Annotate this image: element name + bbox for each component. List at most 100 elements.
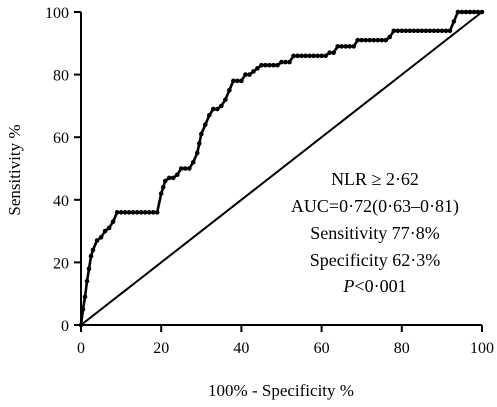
roc-point xyxy=(467,9,473,15)
roc-point xyxy=(363,37,369,43)
roc-point xyxy=(267,62,272,68)
roc-point xyxy=(174,172,180,178)
roc-point xyxy=(134,210,140,215)
roc-point xyxy=(371,37,377,43)
annotation-nlr: NLR ≥ 2·62 xyxy=(331,169,419,189)
roc-point xyxy=(475,9,481,15)
roc-point xyxy=(291,53,296,59)
x-tick-label: 20 xyxy=(153,340,169,357)
roc-point xyxy=(303,53,308,59)
annotation-p-value: P<0·001 xyxy=(342,276,406,296)
y-tick-label: 60 xyxy=(53,130,69,147)
roc-point xyxy=(150,210,156,215)
roc-point xyxy=(231,78,236,84)
roc-point xyxy=(263,62,268,68)
roc-point xyxy=(199,131,204,137)
roc-point xyxy=(130,210,136,215)
roc-point xyxy=(271,62,276,68)
roc-point xyxy=(407,28,413,34)
roc-point xyxy=(367,37,373,43)
roc-point xyxy=(403,28,409,34)
x-axis-title: 100% - Specificity % xyxy=(208,381,354,400)
p-value-rest: <0·001 xyxy=(354,276,406,296)
roc-point xyxy=(215,106,220,112)
annotation-auc: AUC=0·72(0·63–0·81) xyxy=(291,196,459,217)
roc-point xyxy=(447,28,453,34)
roc-point xyxy=(287,59,292,65)
x-tick-label: 60 xyxy=(314,340,330,357)
roc-point xyxy=(251,69,256,74)
roc-point xyxy=(211,106,216,112)
roc-point xyxy=(311,53,316,59)
roc-point xyxy=(351,44,356,49)
roc-point xyxy=(359,37,365,43)
reference-line xyxy=(80,11,483,326)
roc-point xyxy=(182,166,188,171)
roc-point xyxy=(339,44,344,49)
roc-point xyxy=(275,62,280,68)
roc-point xyxy=(235,78,240,84)
roc-point xyxy=(295,53,300,59)
roc-point xyxy=(196,141,202,146)
roc-point xyxy=(154,210,160,215)
roc-point xyxy=(227,87,232,93)
y-axis-ticks: 0 20 40 60 80 100 xyxy=(45,5,81,335)
roc-point xyxy=(82,294,88,300)
roc-point xyxy=(243,72,248,77)
roc-point xyxy=(190,159,196,165)
roc-point xyxy=(207,112,212,118)
roc-point xyxy=(463,9,469,15)
roc-point xyxy=(94,238,100,243)
roc-point xyxy=(110,219,116,225)
roc-point xyxy=(355,37,360,43)
roc-point xyxy=(419,28,425,34)
y-tick-label: 20 xyxy=(53,255,69,272)
roc-point xyxy=(423,28,429,34)
annotation-specificity: Specificity 62·3% xyxy=(310,250,440,270)
roc-point xyxy=(138,210,144,215)
y-tick-label: 40 xyxy=(53,193,69,210)
roc-point xyxy=(415,28,421,34)
roc-point xyxy=(223,97,228,102)
roc-point xyxy=(160,184,166,190)
roc-point xyxy=(327,50,332,55)
annotation-sensitivity: Sensitivity 77·8% xyxy=(310,223,440,243)
roc-point xyxy=(126,210,132,215)
roc-point xyxy=(88,253,94,259)
roc-point xyxy=(375,37,381,43)
roc-point xyxy=(383,37,389,43)
roc-point xyxy=(435,28,441,34)
roc-point xyxy=(166,175,172,181)
roc-point xyxy=(455,9,461,15)
y-tick-label: 100 xyxy=(45,5,69,22)
roc-point xyxy=(194,150,200,156)
roc-point xyxy=(114,210,120,215)
roc-point xyxy=(347,44,352,49)
roc-point xyxy=(343,44,348,49)
roc-point xyxy=(411,28,417,34)
roc-point xyxy=(315,53,320,59)
roc-point xyxy=(335,44,340,49)
roc-point xyxy=(186,166,192,171)
roc-point xyxy=(219,103,224,109)
y-tick-label: 80 xyxy=(53,68,69,85)
roc-point xyxy=(86,266,92,271)
roc-point xyxy=(431,28,437,34)
roc-point xyxy=(84,278,90,284)
roc-point xyxy=(427,28,433,34)
roc-point xyxy=(170,175,176,181)
roc-point xyxy=(471,9,477,15)
roc-point xyxy=(162,178,168,184)
roc-point xyxy=(439,28,445,34)
roc-point xyxy=(443,28,449,34)
x-tick-label: 100 xyxy=(470,340,494,357)
plot-marks xyxy=(78,9,485,328)
x-axis-ticks: 0 20 40 60 80 100 xyxy=(77,325,494,357)
roc-point xyxy=(379,37,385,43)
roc-point xyxy=(307,53,312,59)
y-tick-label: 0 xyxy=(61,318,69,335)
roc-point xyxy=(178,166,184,171)
roc-point xyxy=(118,210,124,215)
roc-point xyxy=(106,225,112,231)
roc-point xyxy=(279,59,284,65)
